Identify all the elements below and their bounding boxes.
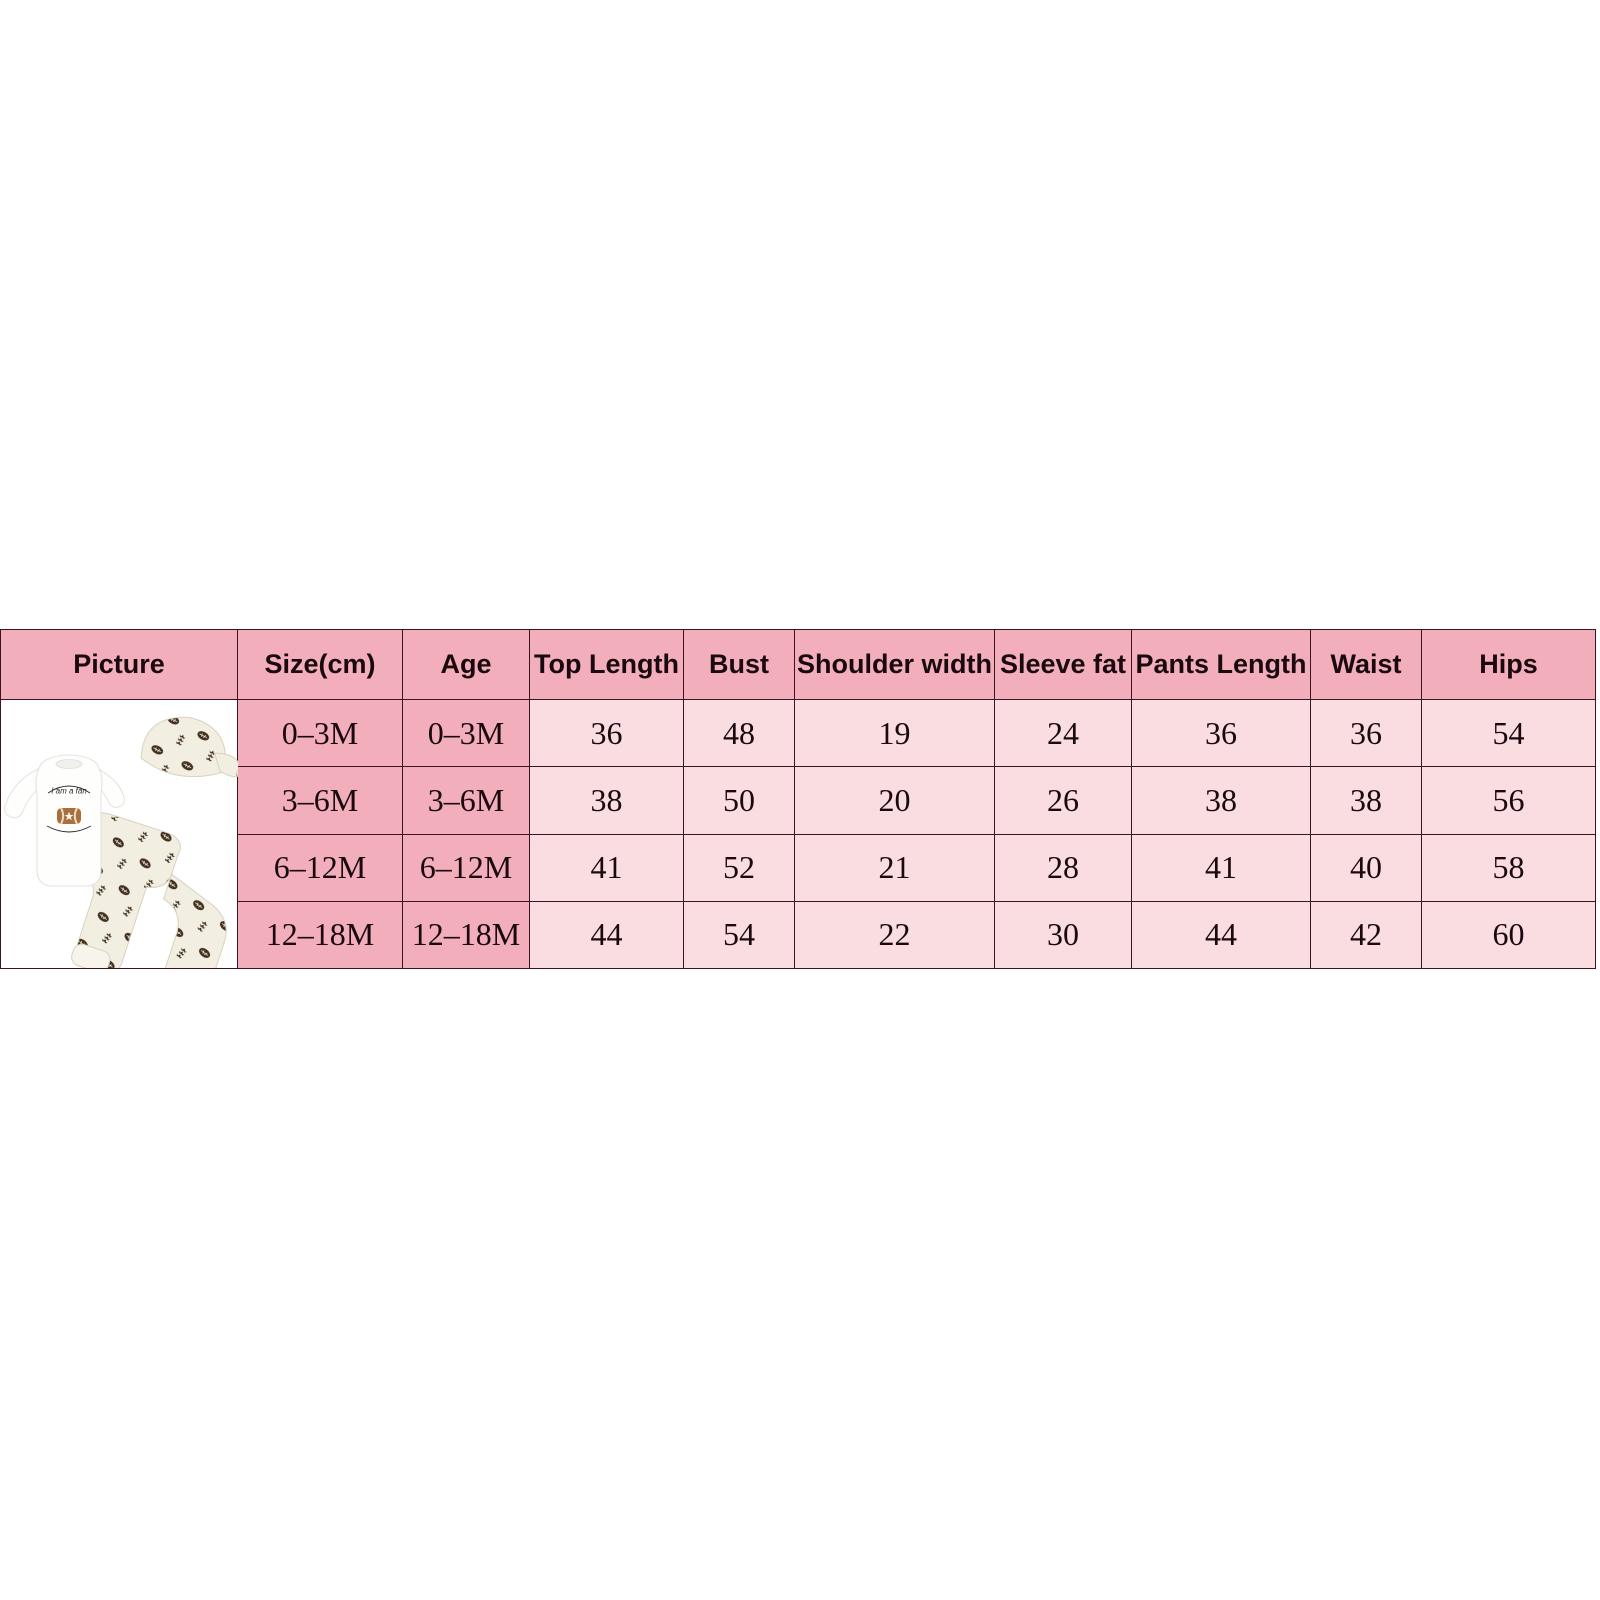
svg-text:I am a fan: I am a fan bbox=[51, 787, 87, 796]
